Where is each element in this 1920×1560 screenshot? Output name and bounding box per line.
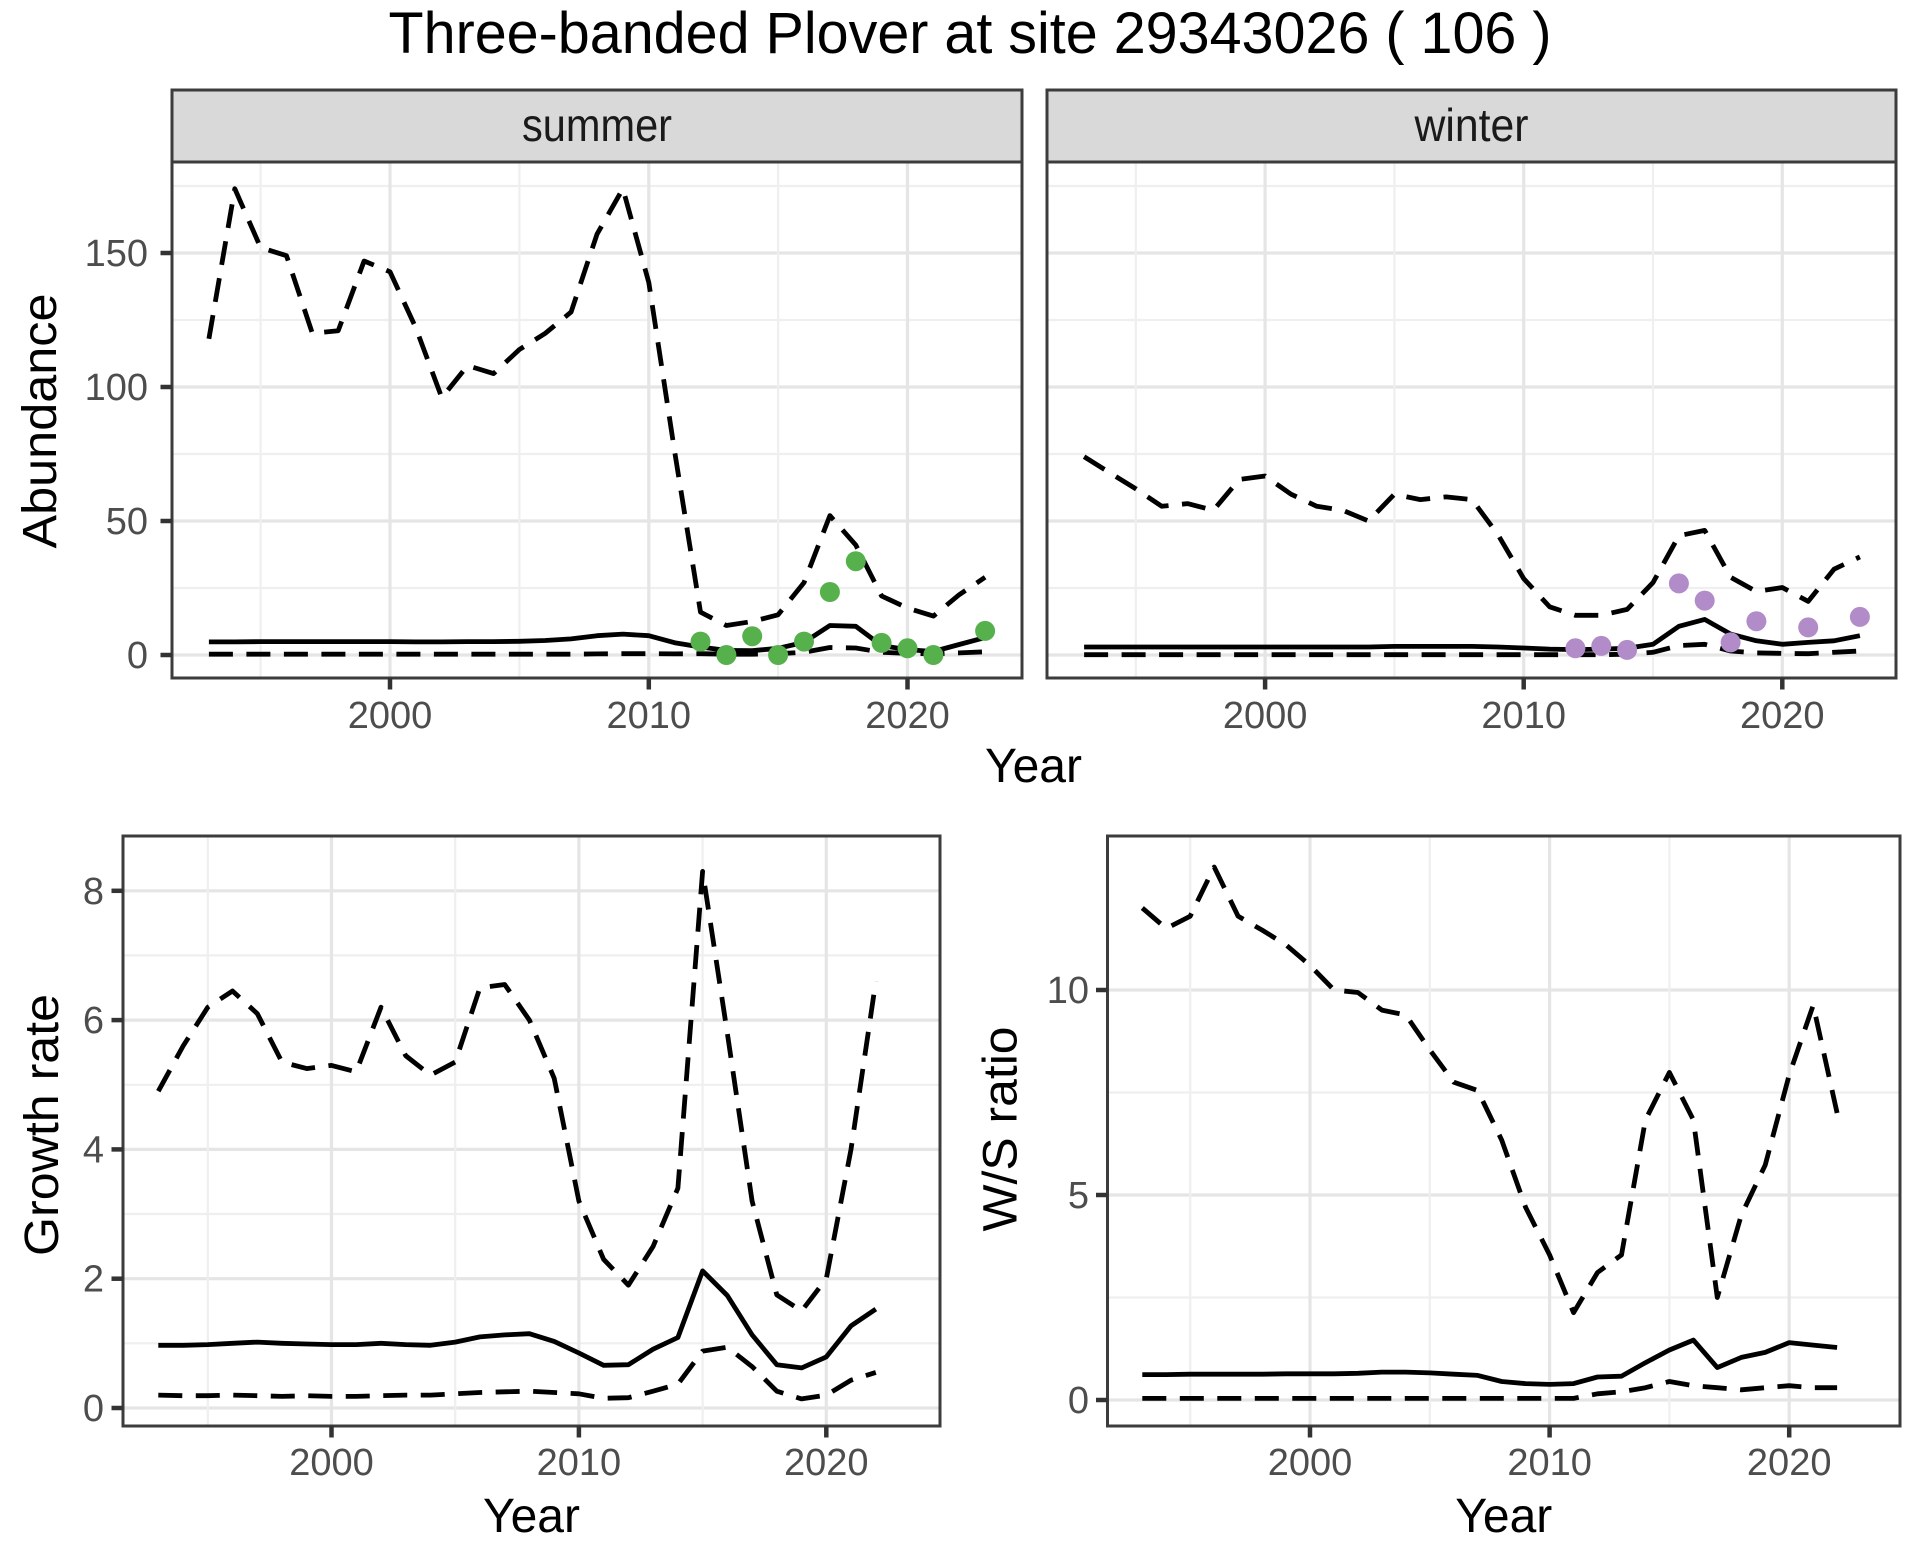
svg-text:2000: 2000 xyxy=(1268,1442,1353,1484)
svg-text:50: 50 xyxy=(106,501,148,543)
svg-text:2: 2 xyxy=(83,1259,104,1301)
svg-text:2010: 2010 xyxy=(1481,695,1566,737)
svg-text:100: 100 xyxy=(85,367,148,409)
svg-text:Abundance: Abundance xyxy=(14,294,67,549)
svg-text:150: 150 xyxy=(85,233,148,275)
svg-text:Year: Year xyxy=(483,1490,580,1543)
svg-text:2000: 2000 xyxy=(348,695,433,737)
svg-text:2010: 2010 xyxy=(607,695,692,737)
svg-text:0: 0 xyxy=(1068,1380,1089,1422)
svg-text:10: 10 xyxy=(1047,970,1089,1012)
svg-text:2010: 2010 xyxy=(537,1442,622,1484)
svg-text:2020: 2020 xyxy=(1740,695,1825,737)
svg-text:summer: summer xyxy=(522,99,672,151)
svg-text:Year: Year xyxy=(985,740,1082,793)
svg-text:6: 6 xyxy=(83,1000,104,1042)
svg-text:5: 5 xyxy=(1068,1175,1089,1217)
svg-text:W/S ratio: W/S ratio xyxy=(975,1027,1028,1232)
svg-text:8: 8 xyxy=(83,871,104,913)
svg-text:Three-banded Plover at site 29: Three-banded Plover at site 29343026 ( 1… xyxy=(389,1,1552,66)
svg-text:Year: Year xyxy=(1455,1490,1552,1543)
svg-text:winter: winter xyxy=(1414,99,1529,151)
svg-text:2020: 2020 xyxy=(1747,1442,1832,1484)
svg-text:2020: 2020 xyxy=(784,1442,869,1484)
svg-text:4: 4 xyxy=(83,1129,104,1171)
svg-text:2020: 2020 xyxy=(865,695,950,737)
svg-text:Growth rate: Growth rate xyxy=(16,994,69,1256)
svg-text:2000: 2000 xyxy=(289,1442,374,1484)
svg-text:0: 0 xyxy=(83,1388,104,1430)
svg-text:2000: 2000 xyxy=(1223,695,1308,737)
svg-text:2010: 2010 xyxy=(1507,1442,1592,1484)
svg-text:0: 0 xyxy=(127,635,148,677)
